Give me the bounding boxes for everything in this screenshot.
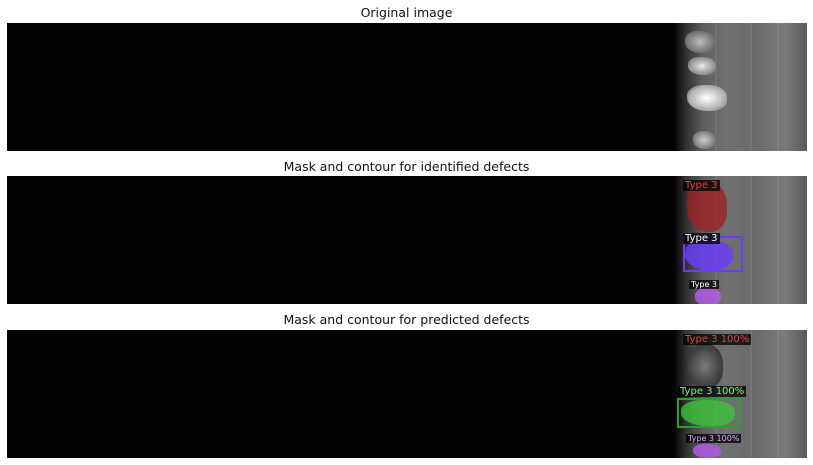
defect-label: Type 3 <box>683 180 720 191</box>
defect-spot <box>685 31 715 53</box>
defect-mask-purple <box>693 444 721 458</box>
panel-title-identified: Mask and contour for identified defects <box>283 159 530 174</box>
defect-label: Type 3 100% <box>683 334 752 345</box>
defect-label: Type 3 <box>689 280 720 289</box>
defect-spot <box>687 344 723 388</box>
defect-label: Type 3 100% <box>686 434 742 443</box>
defect-spot <box>693 131 715 149</box>
defect-contour-green <box>677 398 741 428</box>
defect-spot <box>688 57 716 75</box>
image-original <box>7 23 807 151</box>
defect-mask-purple <box>695 288 721 304</box>
image-predicted-defects: Type 3 100% Type 3 100% Type 3 100% <box>7 330 807 458</box>
steel-strip-region <box>675 23 807 151</box>
panel-title-predicted: Mask and contour for predicted defects <box>283 312 530 327</box>
defect-mask-green <box>681 400 735 426</box>
defect-label: Type 3 100% <box>678 386 747 397</box>
defect-label: Type 3 <box>683 233 720 244</box>
panel-title-original: Original image <box>360 5 453 20</box>
defect-mask-violet <box>685 240 733 270</box>
defect-spot <box>687 85 727 111</box>
image-identified-defects: Type 3 Type 3 Type 3 <box>7 176 807 304</box>
